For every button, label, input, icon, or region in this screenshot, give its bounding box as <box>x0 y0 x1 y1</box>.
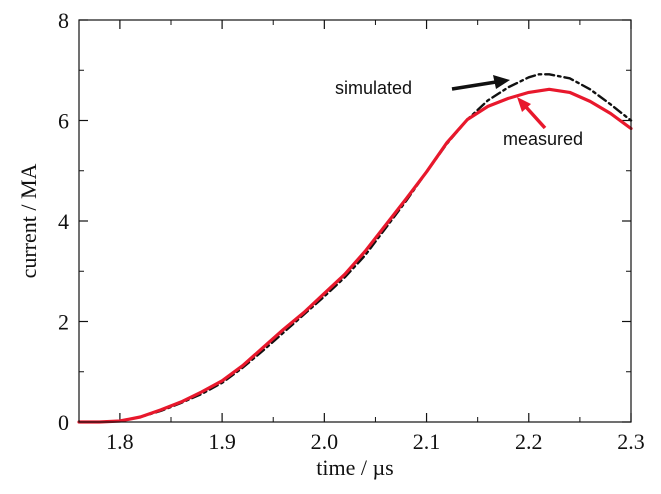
annotation-simulated-label: simulated <box>335 78 412 98</box>
y-tick-label: 6 <box>58 109 69 134</box>
x-tick-label: 2.3 <box>617 429 645 454</box>
series-line-simulated <box>77 73 633 424</box>
x-tick-label: 2.1 <box>413 429 441 454</box>
series-layer <box>77 73 633 424</box>
y-tick-label: 8 <box>58 8 69 33</box>
x-tick-label: 1.9 <box>208 429 236 454</box>
y-tick-label: 0 <box>58 410 69 435</box>
y-tick-label: 4 <box>58 209 69 234</box>
annotation-measured-label: measured <box>503 129 583 149</box>
ticks-layer: 1.8 1.9 2.0 2.1 2.2 2.3 0 2 4 6 8 <box>58 8 645 454</box>
annotation-simulated-arrowhead <box>493 75 510 89</box>
y-tick-label: 2 <box>58 310 69 335</box>
plot-frame <box>78 19 632 423</box>
x-tick-label: 1.8 <box>106 429 134 454</box>
annotation-simulated-arrow-shaft <box>451 80 497 91</box>
annotation-measured-arrow-shaft <box>524 105 547 130</box>
x-tick-label: 2.0 <box>311 429 339 454</box>
annotation-measured-arrowhead <box>517 97 531 112</box>
x-axis-title: time / µs <box>316 455 393 480</box>
y-axis-title: current / MA <box>16 163 41 278</box>
series-line-measured <box>77 87 633 424</box>
annotation-layer: simulated measured <box>335 75 583 149</box>
x-tick-label: 2.2 <box>515 429 543 454</box>
